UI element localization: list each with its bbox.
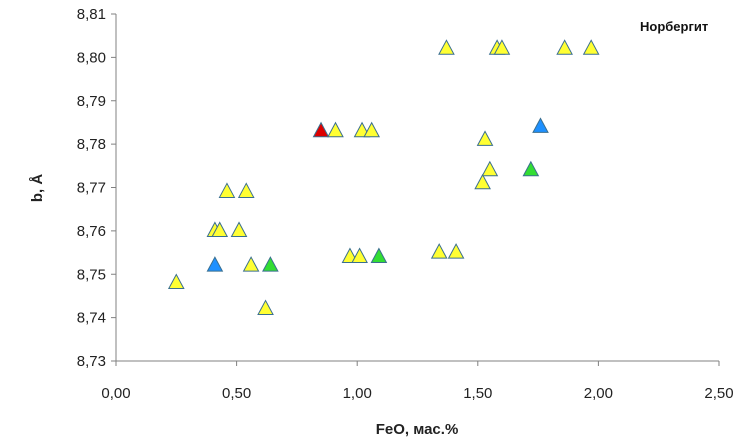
x-ticks: 0,00 0,50 1,00 1,50 2,00 2,50 [101,361,734,402]
x-tick-label: 0,50 [222,385,251,402]
triangle-marker [370,247,388,263]
x-tick-label: 2,00 [584,385,613,402]
triangle-marker [351,247,368,263]
data-points [167,39,600,316]
triangle-marker [556,39,573,55]
axes [115,14,719,362]
triangle-marker [476,130,494,146]
triangle-marker [206,256,224,272]
chart-title: Норбергит [640,19,708,34]
y-tick-label: 8,76 [77,223,106,240]
x-tick-label: 1,00 [343,385,372,402]
triangle-marker [481,160,499,177]
x-tick-label: 0,00 [101,385,130,402]
y-tick-label: 8,75 [77,266,106,283]
triangle-marker [474,173,491,190]
y-tick-label: 8,81 [77,6,106,23]
triangle-marker [312,121,330,138]
triangle-marker [438,39,455,55]
triangle-marker [532,117,549,133]
triangle-marker [522,160,540,177]
triangle-marker [167,273,185,290]
triangle-marker [447,243,465,259]
y-tick-label: 8,74 [77,310,106,327]
y-tick-label: 8,78 [77,136,106,153]
triangle-marker [493,39,511,55]
triangle-marker [262,256,279,272]
triangle-marker [242,256,260,272]
y-tick-label: 8,80 [77,49,106,66]
y-axis-title: b, Å [29,174,46,202]
triangle-marker [237,182,255,198]
y-ticks: 8,73 8,74 8,75 8,76 8,77 8,78 8,79 8,80 8,81 [77,6,116,370]
triangle-marker [363,121,381,138]
x-tick-label: 2,50 [704,385,733,402]
triangle-marker [327,121,344,138]
triangle-marker [230,221,248,237]
triangle-marker [257,299,274,316]
triangle-marker [430,243,448,259]
y-tick-label: 8,77 [77,180,106,197]
triangle-marker [582,39,600,55]
triangle-marker [218,182,236,198]
x-axis-title: FeO, мас.% [376,421,459,438]
x-tick-label: 1,50 [463,385,492,402]
triangle-marker [211,221,229,237]
y-tick-label: 8,73 [77,353,106,370]
y-tick-label: 8,79 [77,93,106,110]
